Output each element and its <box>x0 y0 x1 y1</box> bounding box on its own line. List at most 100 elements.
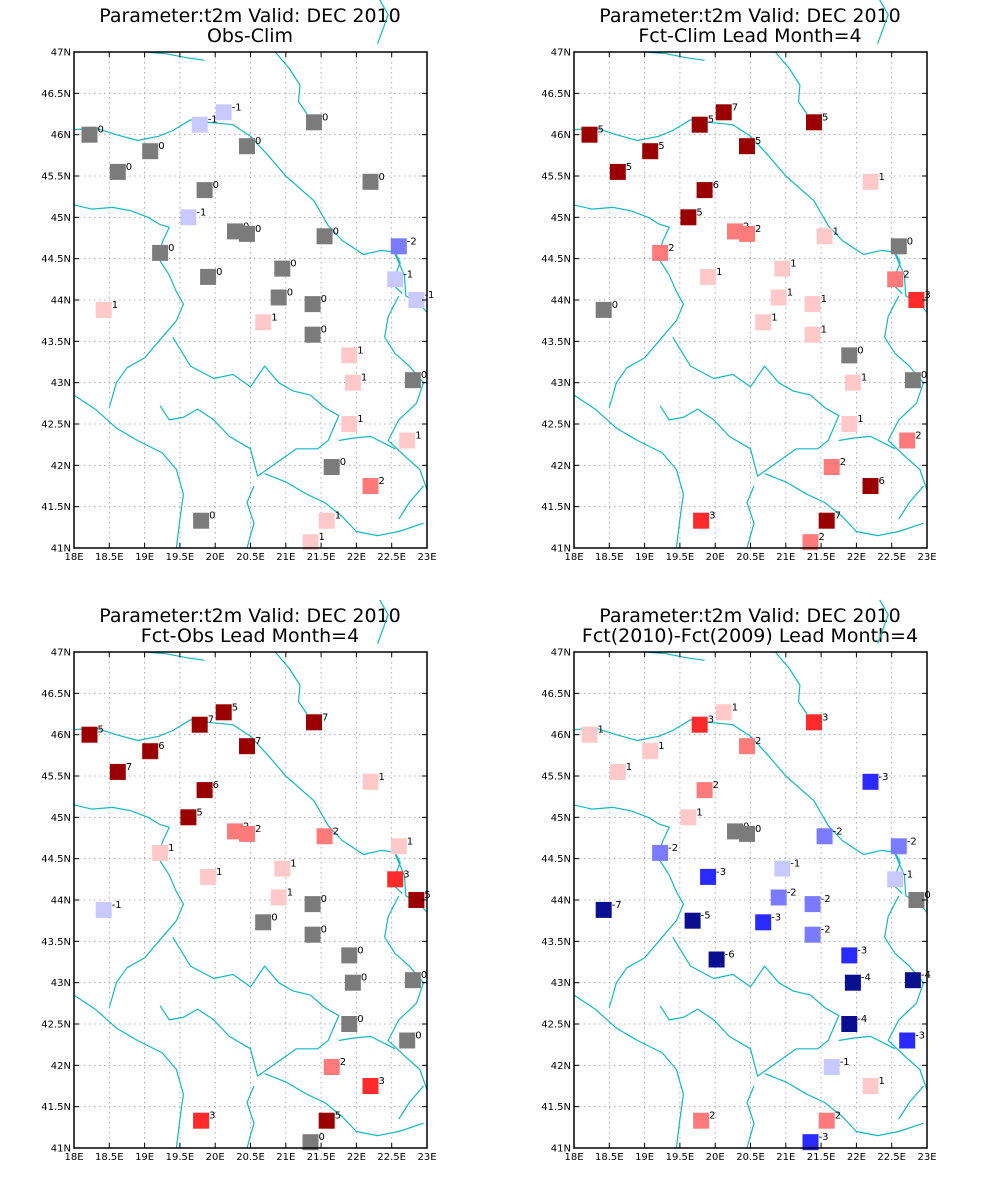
station-value-label: 5 <box>658 141 664 152</box>
station-value-label: 0 <box>415 1031 421 1042</box>
station-marker <box>802 1134 819 1151</box>
border-line <box>898 1085 924 1120</box>
border-line <box>573 994 684 1149</box>
station-value-label: 1 <box>696 807 702 818</box>
station-value-label: 1 <box>216 867 222 878</box>
station-value-label: 7 <box>322 712 328 723</box>
lon-tick-label: 21.5E <box>307 552 336 563</box>
station-value-label: 0 <box>907 236 913 247</box>
station-marker <box>142 743 159 760</box>
border-line <box>838 1035 896 1050</box>
station-value-label: 2 <box>333 826 339 837</box>
border-line <box>73 394 184 549</box>
border-line <box>659 336 840 477</box>
station-value-label: 3 <box>403 869 409 880</box>
station-marker <box>595 901 612 918</box>
lon-tick-label: 18.5E <box>95 552 124 563</box>
station-value-label: -5 <box>701 911 711 922</box>
title-line-1: Parameter:t2m Valid: DEC 2010 <box>99 605 401 627</box>
border-line <box>159 336 340 477</box>
title-line-2: Obs-Clim <box>207 25 293 47</box>
station-marker <box>316 228 333 245</box>
station-marker <box>404 372 421 389</box>
border-line <box>246 1085 255 1149</box>
station-value-label: 0 <box>612 300 618 311</box>
station-value-label: 2 <box>755 224 761 235</box>
station-value-label: 5 <box>822 112 828 123</box>
station-value-label: 5 <box>98 725 104 736</box>
station-value-label: 1 <box>379 772 385 783</box>
lat-tick-label: 46N <box>551 130 571 141</box>
panel-fct-diff: Parameter:t2m Valid: DEC 2010 Fct(2010)-F… <box>500 600 1000 1200</box>
station-value-label: -2 <box>787 888 797 899</box>
station-value-label: -2 <box>821 925 831 936</box>
lon-tick-label: 20.5E <box>736 552 765 563</box>
lat-tick-label: 41N <box>51 544 71 555</box>
axis-ticks: 41N 41.5N 42N 42.5N 43N 43.5N 44N 44.5N 45N 45.5N… <box>541 48 936 564</box>
station-value-label: 1 <box>271 312 277 323</box>
lon-tick-label: 19.5E <box>666 552 695 563</box>
lon-tick-label: 22.5E <box>377 1152 406 1163</box>
station-marker <box>81 726 98 743</box>
station-value-label: 0 <box>421 970 427 981</box>
station-value-label: -2 <box>668 843 678 854</box>
station-marker <box>341 416 358 432</box>
station-marker <box>255 314 272 331</box>
station-marker <box>306 114 322 131</box>
station-marker <box>816 828 833 845</box>
lat-tick-label: 46.5N <box>541 689 571 700</box>
lon-tick-label: 22E <box>347 552 366 563</box>
lat-tick-label: 45.5N <box>41 172 71 183</box>
station-marker <box>302 1134 319 1151</box>
lon-tick-label: 18E <box>64 1152 83 1163</box>
border-line <box>384 895 428 1091</box>
station-marker <box>804 896 821 913</box>
station-value-label: 0 <box>255 224 261 235</box>
station-value-label: 5 <box>598 125 604 136</box>
lat-tick-label: 44.5N <box>41 854 71 865</box>
lat-tick-label: 43N <box>51 978 71 989</box>
station-marker <box>715 104 732 121</box>
border-line <box>338 435 396 450</box>
station-value-label: 0 <box>126 162 132 173</box>
lat-tick-label: 41.5N <box>41 1102 71 1113</box>
lon-tick-label: 20.5E <box>736 1152 765 1163</box>
station-value-label: 1 <box>861 373 867 384</box>
lon-tick-label: 22.5E <box>877 1152 906 1163</box>
lat-tick-label: 43.5N <box>541 937 571 948</box>
lat-tick-label: 43N <box>51 378 71 389</box>
station-value-label: -3 <box>819 1132 829 1143</box>
station-value-label: 1 <box>658 741 664 752</box>
station-marker <box>804 326 821 343</box>
station-value-label: 0 <box>321 294 327 305</box>
station-marker <box>691 716 708 733</box>
station-value-label: 2 <box>903 269 909 280</box>
station-value-label: -1 <box>232 102 242 113</box>
lat-tick-label: 43.5N <box>41 337 71 348</box>
station-marker <box>696 182 713 199</box>
title-line-2: Fct(2010)-Fct(2009) Lead Month=4 <box>582 625 918 647</box>
country-borders <box>573 600 928 1149</box>
station-value-label: -1 <box>903 869 913 880</box>
station-value-label: 6 <box>213 780 219 791</box>
lon-tick-label: 23E <box>917 1152 936 1163</box>
border-line <box>573 719 903 894</box>
title-line-1: Parameter:t2m Valid: DEC 2010 <box>599 5 901 27</box>
station-value-label: 1 <box>168 843 174 854</box>
station-marker <box>739 138 755 155</box>
station-value-label: 2 <box>755 736 761 747</box>
station-marker <box>323 459 340 475</box>
station-marker <box>595 301 612 318</box>
station-marker <box>818 1112 835 1129</box>
border-line <box>377 0 389 44</box>
station-value-label: 3 <box>822 712 828 723</box>
lon-tick-label: 20E <box>706 1152 725 1163</box>
lat-tick-label: 46.5N <box>41 689 71 700</box>
border-line <box>73 119 403 294</box>
lat-tick-label: 42N <box>551 1061 571 1072</box>
border-line <box>774 651 808 715</box>
station-marker <box>755 314 772 331</box>
lat-tick-label: 47N <box>551 648 571 659</box>
station-value-label: 6 <box>713 180 719 191</box>
lat-tick-label: 42N <box>51 1061 71 1072</box>
